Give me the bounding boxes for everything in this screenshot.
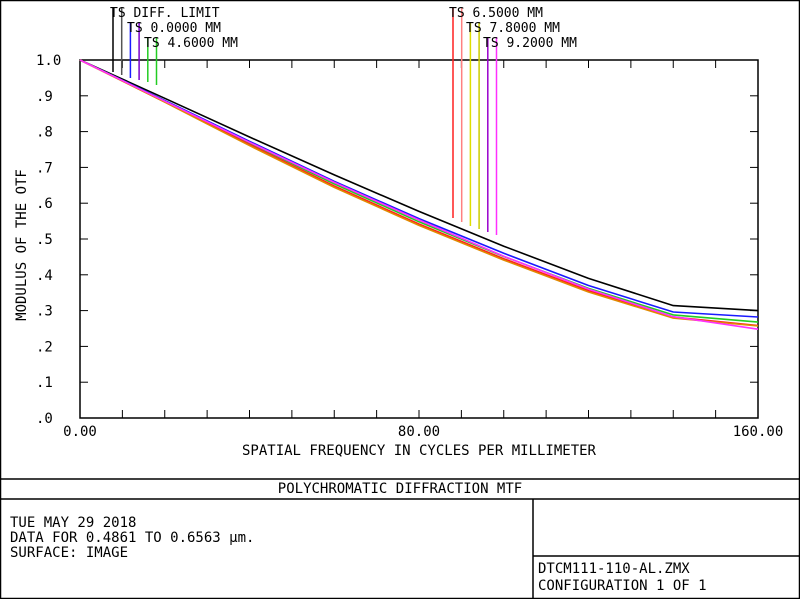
y-tick-label-7: .7 <box>36 160 53 176</box>
wavelength-range-text: DATA FOR 0.4861 TO 0.6563 µm. <box>10 530 255 546</box>
x-tick-label-1: 80.00 <box>398 424 440 440</box>
series-line-1 <box>79 59 759 318</box>
configuration-text: CONFIGURATION 1 OF 1 <box>538 578 707 594</box>
x-axis-ticks: 0.00 80.00 160.00 <box>63 60 783 440</box>
series-line-2 <box>79 59 759 323</box>
legend-label-ts-4-6: TS 4.6000 MM <box>144 36 238 51</box>
y-tick-label-9: .9 <box>36 89 53 105</box>
y-tick-label-0: .0 <box>36 411 53 427</box>
y-tick-label-3: .3 <box>36 304 53 320</box>
series-line-3 <box>79 59 759 327</box>
x-axis-title: SPATIAL FREQUENCY IN CYCLES PER MILLIMET… <box>242 443 597 459</box>
series-line-4 <box>79 59 759 327</box>
surface-text: SURFACE: IMAGE <box>10 545 129 561</box>
legend-label-ts-0: TS 0.0000 MM <box>127 21 221 36</box>
date-text: TUE MAY 29 2018 <box>10 515 137 531</box>
y-tick-label-6: .6 <box>36 196 53 212</box>
x-tick-label-0: 0.00 <box>63 424 97 440</box>
y-axis-title: MODULUS OF THE OTF <box>14 169 30 321</box>
legend-label-ts-6-5: TS 6.5000 MM <box>449 6 543 21</box>
y-tick-label-10: 1.0 <box>36 53 61 69</box>
legend-label-ts-7-8: TS 7.8000 MM <box>466 21 560 36</box>
x-tick-label-2: 160.00 <box>733 424 784 440</box>
file-block: DTCM111-110-AL.ZMX CONFIGURATION 1 OF 1 <box>538 561 707 595</box>
chart-title: POLYCHROMATIC DIFFRACTION MTF <box>277 481 523 497</box>
y-tick-label-1: .1 <box>36 375 53 391</box>
y-tick-label-5: .5 <box>36 232 53 248</box>
mtf-series-lines <box>79 59 759 330</box>
y-tick-label-2: .2 <box>36 339 53 355</box>
y-tick-label-8: .8 <box>36 125 53 141</box>
legend-label-diff-limit: TS DIFF. LIMIT <box>110 6 220 21</box>
legend-markers <box>112 8 498 235</box>
plot-area <box>79 59 759 419</box>
legend-label-ts-9-2: TS 9.2000 MM <box>483 36 577 51</box>
series-line-5 <box>79 59 759 330</box>
series-line-0 <box>79 59 759 312</box>
file-name-text: DTCM111-110-AL.ZMX <box>538 561 690 577</box>
y-tick-label-4: .4 <box>36 268 53 284</box>
info-block: TUE MAY 29 2018 DATA FOR 0.4861 TO 0.6563… <box>10 516 254 561</box>
y-axis-ticks: .0 .1 .2 .3 .4 .5 .6 .7 .8 .9 1.0 <box>36 53 758 427</box>
